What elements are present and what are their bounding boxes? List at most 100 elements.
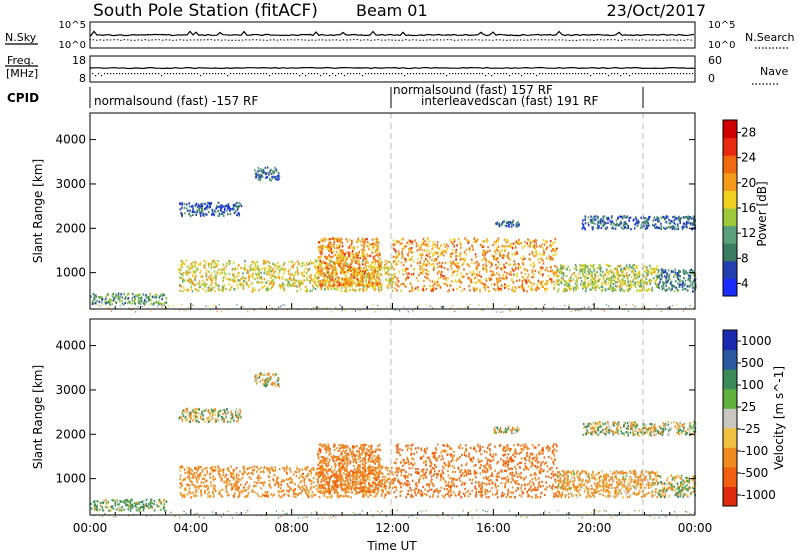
echo-cell [324, 239, 327, 242]
echo-cell [183, 202, 186, 205]
echo-cell [461, 289, 463, 292]
echo-cell [623, 290, 626, 293]
echo-cell [117, 296, 119, 299]
echo-cell [226, 477, 229, 480]
nave-point [551, 73, 553, 75]
echo-cell [351, 279, 353, 282]
echo-cell [392, 281, 394, 284]
echo-cell [94, 508, 97, 511]
echo-cell [496, 239, 499, 242]
echo-cell [619, 222, 621, 225]
echo-cell [643, 305, 645, 307]
echo-cell [335, 267, 337, 270]
echo-cell [425, 254, 428, 257]
echo-cell [317, 285, 319, 288]
echo-cell [260, 170, 263, 173]
echo-cell [214, 304, 216, 306]
echo-cell [393, 274, 395, 277]
echo-cell [660, 225, 663, 228]
echo-cell [535, 242, 537, 245]
echo-cell [200, 203, 203, 206]
echo-cell [394, 276, 396, 279]
echo-cell [517, 240, 519, 243]
echo-cell [349, 276, 351, 279]
echo-cell [607, 264, 610, 267]
echo-cell [318, 271, 320, 274]
echo-cell [523, 257, 526, 260]
echo-cell [346, 281, 349, 284]
echo-cell [367, 274, 370, 277]
echo-cell [207, 201, 209, 204]
echo-cell [552, 257, 554, 260]
echo-cell [178, 267, 180, 270]
echo-cell [424, 243, 427, 246]
echo-cell [610, 281, 612, 284]
echo-cell [138, 302, 140, 305]
echo-cell [239, 278, 242, 281]
echo-cell [455, 255, 457, 258]
echo-cell [408, 290, 411, 293]
echo-cell [625, 216, 628, 219]
echo-cell [278, 306, 280, 308]
echo-cell [238, 494, 241, 497]
echo-cell [682, 282, 684, 286]
echo-cell [232, 274, 235, 277]
echo-cell [349, 284, 351, 287]
echo-cell [623, 309, 625, 311]
echo-cell [326, 279, 328, 283]
echo-cell [264, 262, 267, 265]
echo-cell [138, 300, 141, 303]
echo-cell [508, 225, 510, 228]
echo-cell [138, 507, 140, 510]
echo-cell [643, 288, 646, 291]
echo-cell [687, 221, 689, 224]
echo-cell [685, 216, 687, 219]
echo-cell [692, 221, 695, 224]
echo-cell [443, 266, 446, 269]
echo-cell [257, 479, 260, 482]
echo-cell [308, 267, 311, 270]
echo-cell [662, 287, 665, 290]
echo-cell [370, 243, 372, 246]
echo-cell [633, 227, 636, 230]
echo-cell [689, 216, 692, 219]
echo-cell [487, 286, 489, 289]
echo-cell [254, 263, 257, 266]
echo-cell [514, 263, 516, 266]
echo-cell [374, 270, 376, 274]
echo-cell [218, 205, 221, 208]
echo-cell [90, 507, 93, 510]
nave-point [590, 75, 592, 77]
echo-cell [516, 225, 519, 228]
echo-cell [237, 205, 240, 208]
echo-cell [372, 256, 375, 259]
echo-cell [390, 466, 393, 470]
echo-cell [597, 274, 599, 278]
echo-cell [353, 274, 356, 277]
echo-cell [406, 241, 408, 244]
echo-cell [330, 278, 333, 281]
echo-cell [338, 284, 341, 287]
echo-cell [225, 265, 227, 268]
echo-cell [247, 270, 249, 274]
echo-cell [258, 289, 260, 292]
echo-cell [387, 491, 390, 494]
echo-cell [646, 268, 648, 271]
echo-cell [283, 269, 286, 272]
echo-cell [592, 226, 594, 229]
echo-cell [673, 215, 676, 218]
echo-cell [99, 502, 102, 505]
echo-cell [489, 262, 492, 265]
echo-cell [430, 287, 432, 290]
echo-cell [142, 293, 145, 296]
echo-cell [594, 276, 597, 279]
echo-cell [658, 283, 660, 286]
echo-cell [658, 275, 660, 278]
echo-cell [206, 278, 208, 281]
echo-cell [273, 175, 275, 178]
echo-cell [343, 257, 345, 260]
echo-cell [387, 260, 389, 263]
nave-point [548, 73, 550, 75]
echo-cell [108, 300, 110, 303]
echo-cell [290, 284, 292, 287]
